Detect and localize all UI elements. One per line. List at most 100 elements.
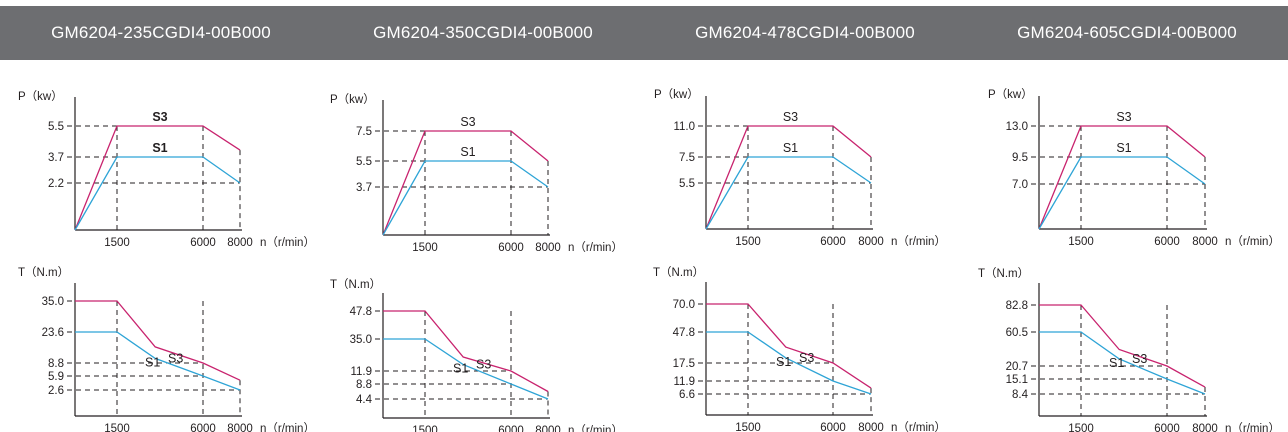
power-3-xtick-6000: 6000 [820,236,846,248]
power-3-ytick-11.0: 11.0 [673,121,695,133]
torque-3-ytick-47.8: 47.8 [673,327,695,339]
power-3-label-S1: S1 [783,141,798,155]
power-1-series-S3 [74,125,241,231]
torque-3-ytick-17.5: 17.5 [673,358,695,370]
power-4-xtick-8000: 8000 [1192,236,1218,248]
power-1-xlabel: n（r/min） [260,236,315,249]
power-1-ytick-3.7: 3.7 [48,152,64,164]
power-3-label-S3: S3 [783,110,798,124]
model-title-3: GM6204-478CGDI4-00B000 [695,23,915,42]
torque-1-label-S3: S3 [168,351,183,365]
power-2-xlabel: n（r/min） [568,241,623,254]
header-bar [0,6,1288,60]
torque-1-xtick-6000: 6000 [190,423,216,432]
power-4-ylabel: P（kw） [988,88,1033,101]
torque-4-ytick-20.7: 20.7 [1006,361,1028,373]
torque-4-label-S3: S3 [1132,352,1147,366]
torque-2-xtick-8000: 8000 [535,425,561,432]
torque-2-ytick-8.8: 8.8 [356,379,372,391]
torque-4-label-S1: S1 [1109,356,1124,370]
torque-1-ytick-2.6: 2.6 [48,385,64,397]
power-2-xtick-8000: 8000 [535,242,561,254]
torque-4-series-S1 [1039,331,1206,395]
power-3-series-S3 [705,125,872,230]
model-title-1: GM6204-235CGDI4-00B000 [51,23,271,42]
power-3-xlabel: n（r/min） [891,235,946,248]
torque-2-label-S1: S1 [453,362,468,376]
power-4-ytick-9.5: 9.5 [1012,152,1028,164]
torque-1-ytick-35.0: 35.0 [42,296,64,308]
power-1-label-S1: S1 [152,141,167,155]
power-4-xtick-1500: 1500 [1068,236,1094,248]
power-2-series-S3 [382,130,549,236]
power-2-ylabel: P（kw） [330,93,375,106]
torque-2-ytick-35.0: 35.0 [350,334,372,346]
power-4-label-S1: S1 [1116,141,1131,155]
power-1-ylabel: P（kw） [18,90,63,103]
power-3-xtick-1500: 1500 [735,236,761,248]
power-3-ytick-7.5: 7.5 [679,152,695,164]
power-4-xtick-6000: 6000 [1154,236,1180,248]
torque-1-series-S1 [75,331,241,391]
power-1-label-S3: S3 [152,110,167,124]
power-3-xtick-8000: 8000 [858,236,884,248]
power-3-series-S1 [705,156,872,230]
power-1-series-S1 [74,156,241,231]
torque-2-series-S1 [383,338,549,400]
torque-3-series-S3 [706,303,872,389]
torque-1-xtick-1500: 1500 [104,423,130,432]
power-1-xtick-8000: 8000 [227,237,253,249]
power-1-xtick-1500: 1500 [104,237,130,249]
torque-1-ytick-23.6: 23.6 [42,327,64,339]
power-1-xtick-6000: 6000 [190,237,216,249]
torque-4-ytick-8.4: 8.4 [1012,389,1029,401]
torque-2-ytick-4.4: 4.4 [356,394,373,406]
power-2-xtick-1500: 1500 [412,242,438,254]
power-1-ytick-2.2: 2.2 [48,178,64,190]
power-4-xlabel: n（r/min） [1225,235,1280,248]
torque-4-xtick-8000: 8000 [1192,423,1218,432]
power-4-series-S1 [1038,156,1206,230]
torque-2-ytick-11.9: 11.9 [350,366,372,378]
power-3-ytick-5.5: 5.5 [679,178,695,190]
torque-4-ytick-15.1: 15.1 [1006,374,1028,386]
torque-4-xlabel: n（r/min） [1225,422,1280,432]
torque-4-series-S3 [1039,304,1206,388]
torque-3-ytick-70.0: 70.0 [673,299,695,311]
torque-1-xtick-8000: 8000 [227,423,253,432]
power-2-label-S1: S1 [460,145,475,159]
torque-2-ylabel: T（N.m） [330,278,381,291]
torque-3-series-S1 [706,331,872,395]
torque-1-series-S3 [75,300,241,381]
torque-1-ylabel: T（N.m） [18,266,69,279]
power-1-ytick-5.5: 5.5 [48,121,64,133]
torque-1-xlabel: n（r/min） [260,422,315,432]
torque-3-xtick-1500: 1500 [735,422,761,432]
torque-1-ytick-8.8: 8.8 [48,358,64,370]
torque-2-xtick-6000: 6000 [498,425,524,432]
torque-3-ytick-6.6: 6.6 [679,389,695,401]
torque-2-series-S3 [383,310,549,393]
torque-3-ylabel: T（N.m） [653,266,704,279]
torque-3-xlabel: n（r/min） [891,421,946,432]
torque-2-label-S3: S3 [476,358,491,372]
power-4-series-S3 [1038,125,1206,230]
power-4-ytick-7.0: 7.0 [1012,179,1028,191]
torque-4-ytick-60.5: 60.5 [1006,327,1028,339]
power-2-ytick-5.5: 5.5 [356,156,372,168]
model-title-2: GM6204-350CGDI4-00B000 [373,23,593,42]
torque-2-ytick-47.8: 47.8 [350,306,372,318]
power-2-ytick-3.7: 3.7 [356,182,372,194]
model-title-4: GM6204-605CGDI4-00B000 [1017,23,1237,42]
torque-2-xtick-1500: 1500 [412,425,438,432]
power-2-xtick-6000: 6000 [498,242,524,254]
power-4-ytick-13.0: 13.0 [1006,121,1028,133]
torque-3-label-S1: S1 [776,355,791,369]
torque-1-ytick-5.9: 5.9 [48,371,64,383]
torque-4-xtick-1500: 1500 [1068,423,1094,432]
torque-3-label-S3: S3 [799,351,814,365]
power-2-ytick-7.5: 7.5 [356,126,372,138]
power-2-label-S3: S3 [460,115,475,129]
torque-4-ytick-82.8: 82.8 [1006,300,1028,312]
